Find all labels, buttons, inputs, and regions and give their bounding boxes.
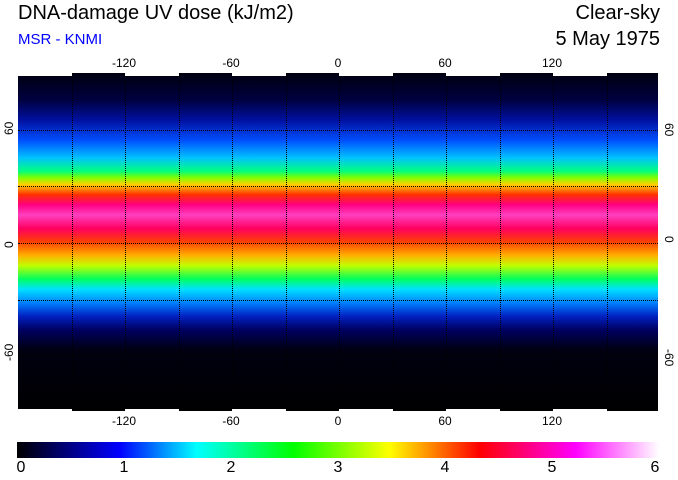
uv-dose-map — [17, 72, 659, 412]
latitude-label: 60 — [2, 121, 16, 135]
meridian-gridline — [125, 73, 126, 411]
axis-tick-segment — [339, 73, 393, 76]
axis-tick-segment — [232, 73, 286, 76]
longitude-label: -120 — [111, 56, 137, 70]
latitude-label: -60 — [662, 349, 676, 367]
colorbar-tick-label: 4 — [440, 459, 450, 476]
axis-tick-segment — [125, 73, 179, 76]
longitude-label: 60 — [438, 414, 452, 428]
axis-tick-segment — [446, 409, 500, 412]
parallel-gridline — [18, 186, 658, 188]
colorbar-tick-label: 0 — [16, 459, 26, 476]
latitude-label: 60 — [662, 122, 676, 137]
longitude-label: 60 — [438, 56, 452, 70]
colorbar-tick-label: 3 — [333, 459, 343, 476]
colorbar-tick-label: 2 — [226, 459, 236, 476]
colorbar-tick-label: 1 — [119, 459, 129, 476]
longitude-label: -60 — [222, 56, 240, 70]
meridian-gridline — [339, 73, 340, 411]
meridian-gridline — [285, 73, 287, 411]
meridian-gridline — [178, 73, 180, 411]
parallel-gridline — [18, 129, 658, 131]
meridian-gridline — [446, 73, 447, 411]
parallel-gridline — [18, 243, 658, 244]
meridian-gridline — [553, 73, 554, 411]
colorbar-tick-label: 6 — [650, 459, 660, 476]
meridian-gridline — [499, 73, 501, 411]
axis-tick-segment — [18, 73, 72, 76]
axis-tick-segment — [232, 409, 286, 412]
credit-label: MSR - KNMI — [18, 31, 103, 48]
axis-tick-segment — [446, 73, 500, 76]
axis-tick-segment — [339, 409, 393, 412]
latitude-label: 0 — [2, 241, 16, 248]
meridian-gridline — [392, 73, 394, 411]
longitude-label: 0 — [334, 414, 342, 428]
longitude-label: 0 — [334, 56, 342, 70]
latitude-label: 0 — [662, 236, 676, 243]
axis-tick-segment — [18, 409, 72, 412]
parallel-gridline — [18, 356, 658, 358]
longitude-label: 120 — [541, 56, 563, 70]
colorbar — [17, 442, 659, 458]
date-label: 5 May 1975 — [555, 28, 660, 50]
meridian-gridline — [71, 73, 73, 411]
longitude-label: 120 — [541, 414, 563, 428]
parallel-gridline — [18, 299, 658, 301]
sky-condition: Clear-sky — [575, 2, 660, 24]
axis-tick-segment — [553, 73, 607, 76]
longitude-label: -120 — [111, 414, 137, 428]
axis-tick-segment — [125, 409, 179, 412]
meridian-gridline — [232, 73, 233, 411]
colorbar-tick-label: 5 — [547, 459, 557, 476]
figure-title: DNA-damage UV dose (kJ/m2) — [18, 2, 294, 24]
meridian-gridline — [606, 73, 608, 411]
longitude-label: -60 — [222, 414, 240, 428]
axis-tick-segment — [553, 409, 607, 412]
latitude-label: -60 — [2, 343, 16, 362]
